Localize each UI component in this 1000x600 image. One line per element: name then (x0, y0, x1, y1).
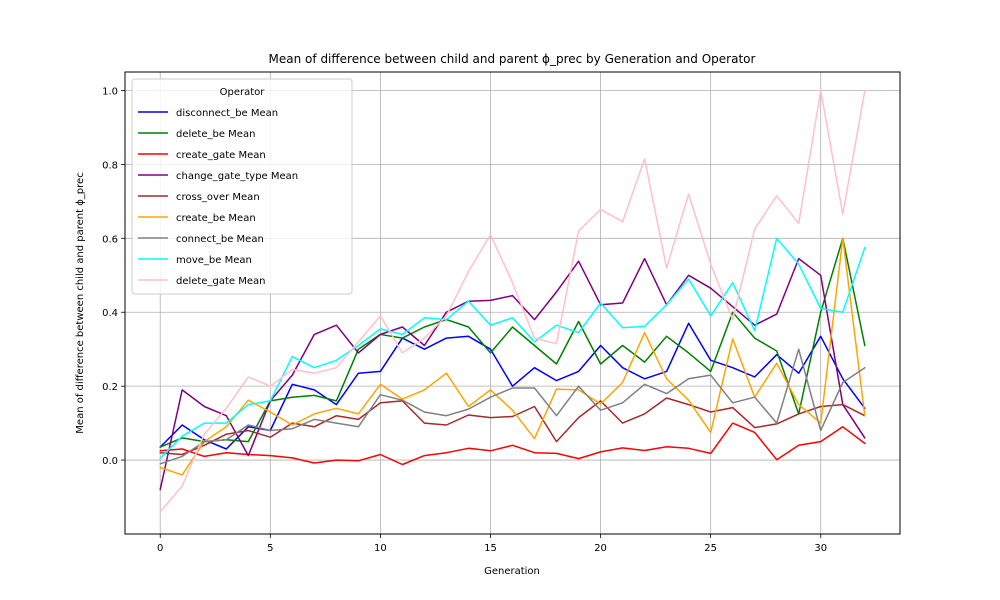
series-line-cross-over-mean (159, 397, 866, 456)
legend-label: cross_over Mean (176, 192, 260, 203)
series-lines (159, 89, 866, 513)
series-line-create-be-mean (159, 237, 866, 476)
legend-title: Operator (220, 87, 266, 98)
x-tick-label: 15 (484, 543, 497, 554)
series-line-create-gate-mean (159, 422, 866, 466)
legend-box (131, 78, 353, 295)
x-tick-label: 25 (704, 543, 717, 554)
legend-label: delete_gate Mean (176, 276, 265, 287)
legend-label: create_be Mean (176, 213, 256, 224)
plot-frame (124, 71, 901, 535)
legend-label: delete_be Mean (176, 129, 255, 140)
y-axis-ticks: 0.0 0.2 0.4 0.6 0.8 1.0 (102, 86, 125, 467)
series-line-delete-be-mean (159, 237, 866, 448)
x-tick-label: 20 (594, 543, 607, 554)
y-tick-label: 0.0 (102, 456, 118, 467)
y-axis-label: Mean of difference between child and par… (75, 172, 86, 433)
y-tick-label: 0.8 (102, 160, 118, 171)
x-axis-ticks: 0 5 10 15 20 25 30 (157, 534, 827, 554)
series-line-change-gate-type-mean (159, 257, 866, 491)
y-tick-label: 0.4 (102, 308, 118, 319)
legend-label: connect_be Mean (176, 234, 264, 245)
legend-label: move_be Mean (176, 255, 252, 266)
series-line-delete-gate-mean (159, 89, 866, 513)
y-tick-label: 0.6 (102, 234, 118, 245)
x-axis-label: Generation (484, 566, 540, 577)
legend-label: change_gate_type Mean (176, 171, 298, 182)
series-line-connect-be-mean (159, 348, 866, 465)
series-line-disconnect-be-mean (159, 322, 866, 450)
x-tick-label: 5 (267, 543, 273, 554)
x-tick-label: 10 (374, 543, 387, 554)
legend-items: disconnect_be Mean delete_be Mean create_g… (138, 108, 298, 287)
grid-lines (125, 72, 900, 534)
legend-label: disconnect_be Mean (176, 108, 278, 119)
x-tick-label: 30 (814, 543, 827, 554)
y-tick-label: 0.2 (102, 382, 118, 393)
chart-title: Mean of difference between child and par… (269, 52, 756, 66)
series-line-move-be-mean (159, 237, 866, 459)
y-tick-label: 1.0 (102, 86, 118, 97)
legend: Operator disconnect_be Mean delete_be Mea… (131, 78, 353, 295)
x-tick-label: 0 (157, 543, 163, 554)
legend-label: create_gate Mean (176, 150, 266, 161)
